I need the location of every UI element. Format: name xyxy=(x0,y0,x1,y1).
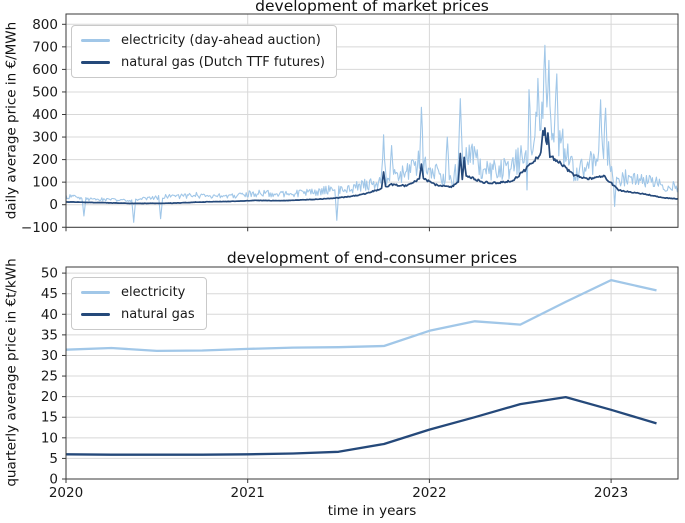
market-prices-title: development of market prices xyxy=(255,0,489,15)
y-tick-label: 25 xyxy=(41,369,58,385)
y-tick-label: 20 xyxy=(41,389,58,405)
y-tick-label: 15 xyxy=(41,410,58,426)
y-tick-label: 10 xyxy=(41,430,58,446)
legend-item-electricity-market: electricity (day-ahead auction) xyxy=(81,33,325,48)
consumer-prices-legend: electricity natural gas xyxy=(71,277,207,330)
electricity-line-swatch xyxy=(81,39,110,42)
y-tick-label: 5 xyxy=(49,451,58,467)
consumer-prices-title: development of end-consumer prices xyxy=(226,249,518,267)
y-tick-label: 45 xyxy=(41,286,58,302)
plot-border xyxy=(65,266,679,480)
y-tick-label: 300 xyxy=(32,130,58,146)
y-tick-label: 400 xyxy=(32,107,58,123)
y-tick-label: 35 xyxy=(41,327,58,343)
y-tick-label: 0 xyxy=(49,472,58,488)
market-prices-legend: electricity (day-ahead auction) natural … xyxy=(71,25,337,78)
electricity-line-swatch xyxy=(81,291,110,294)
y-tick-label: 30 xyxy=(41,348,58,364)
legend-label: natural gas xyxy=(121,307,195,322)
y-tick-label: 800 xyxy=(32,17,58,33)
y-tick-label: 600 xyxy=(32,62,58,78)
y-tick-label: 40 xyxy=(41,307,58,323)
legend-label: natural gas (Dutch TTF futures) xyxy=(121,55,325,70)
market-prices-chart: 800 700 600 500 400 300 200 100 0 −100 xyxy=(21,13,679,236)
legend-label: electricity (day-ahead auction) xyxy=(121,33,321,48)
legend-item-gas-consumer: natural gas xyxy=(81,307,195,322)
legend-item-electricity-consumer: electricity xyxy=(81,285,195,300)
electricity-dayahead-line xyxy=(66,44,678,223)
electricity-consumer-line xyxy=(65,278,657,353)
y-tick-label: 50 xyxy=(41,266,58,282)
y-tick-label: 0 xyxy=(49,197,58,213)
y-tick-label: 700 xyxy=(32,39,58,55)
plot-border xyxy=(65,13,679,228)
y-tick-label: 500 xyxy=(32,84,58,100)
x-tick-label: 2022 xyxy=(412,485,446,501)
y-tick-label: 200 xyxy=(32,152,58,168)
y-tick-label: −100 xyxy=(21,220,58,236)
x-tick-label: 2023 xyxy=(594,485,628,501)
x-axis-label: time in years xyxy=(327,503,417,519)
gas-line-swatch xyxy=(81,313,110,316)
natural-gas-ttf-line xyxy=(66,127,678,205)
x-tick-label: 2020 xyxy=(49,485,83,501)
legend-label: electricity xyxy=(121,285,186,300)
x-tick-label: 2021 xyxy=(231,485,265,501)
natural-gas-consumer-line xyxy=(65,395,657,456)
gas-line-swatch xyxy=(81,61,110,64)
legend-item-gas-market: natural gas (Dutch TTF futures) xyxy=(81,55,325,70)
y-tick-label: 100 xyxy=(32,175,58,191)
